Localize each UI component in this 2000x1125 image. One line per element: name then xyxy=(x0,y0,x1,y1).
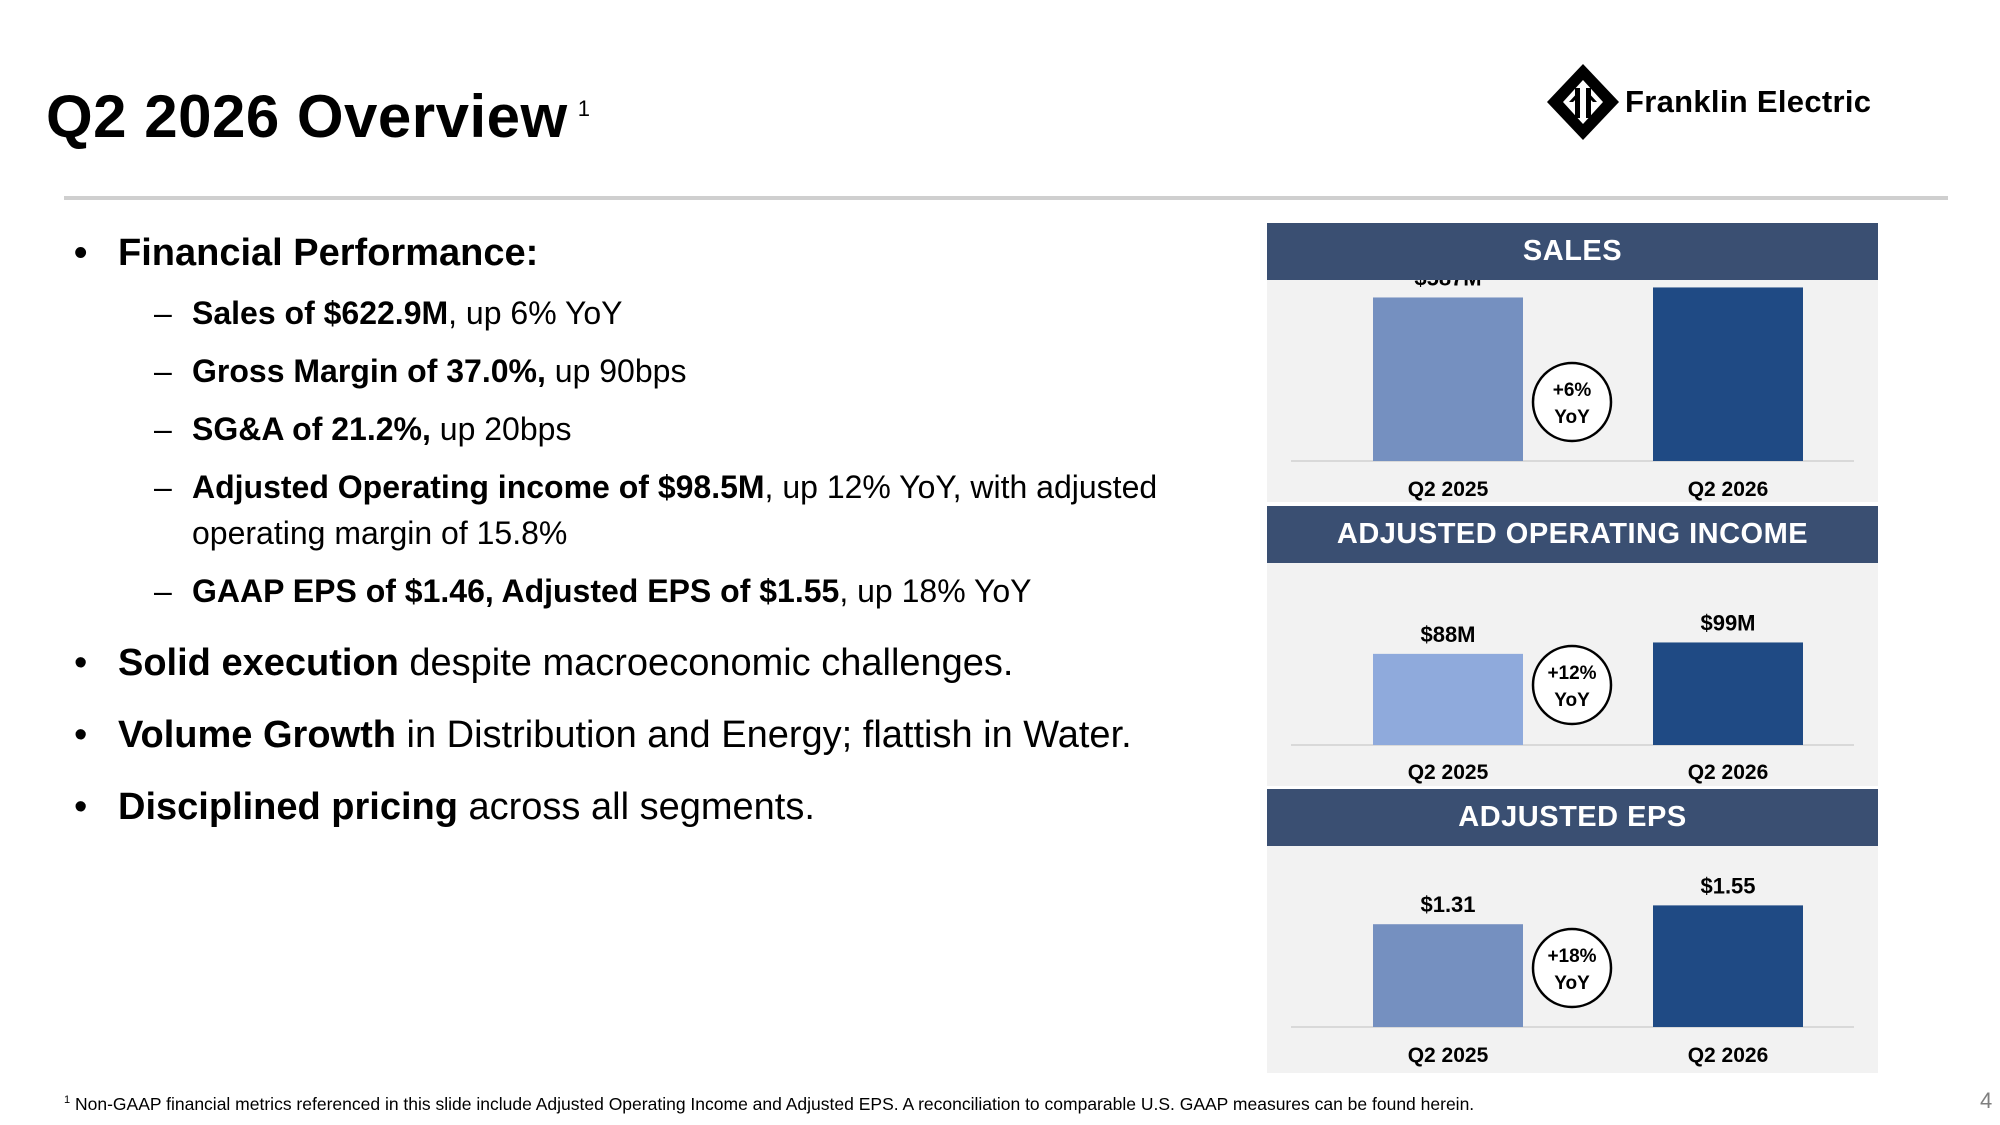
adjusted-eps-chart: $1.31 Q2 2025 $1.55 Q2 2026 +18% YoY xyxy=(1291,873,1854,1067)
header-divider xyxy=(64,196,1948,200)
bullet-list: Financial Performance: Sales of $622.9M,… xyxy=(74,230,1254,830)
yoy-badge-text: +6% xyxy=(1553,380,1592,401)
sub-bullet-sales: Sales of $622.9M, up 6% YoY xyxy=(74,290,1254,336)
footnote: 1 Non-GAAP financial metrics referenced … xyxy=(64,1094,1475,1114)
bar-q2-2025 xyxy=(1373,653,1523,745)
data-label: $1.31 xyxy=(1420,892,1475,917)
yoy-growth-badge xyxy=(1531,361,1613,443)
category-label: Q2 2026 xyxy=(1688,761,1769,784)
yoy-badge-text: YoY xyxy=(1554,690,1590,711)
sales-panel: SALES $587MQ2 2025$623MQ2 2026+6%YoY xyxy=(1267,223,1878,502)
logo-text: Franklin Electric xyxy=(1625,84,1872,119)
adjusted-operating-income-panel-title: ADJUSTED OPERATING INCOME xyxy=(1267,506,1878,563)
company-logo: Franklin Electric xyxy=(1545,62,1935,142)
category-label: Q2 2025 xyxy=(1408,761,1489,784)
sub-bullet-gross-margin: Gross Margin of 37.0%, up 90bps xyxy=(74,348,1254,394)
bar-q2-2025 xyxy=(1373,297,1523,461)
data-label: $587M xyxy=(1414,280,1481,290)
yoy-badge-text: +18% xyxy=(1547,946,1596,967)
adjusted-operating-income-chart: $88M Q2 2025 $99M Q2 2026 +12% YoY xyxy=(1291,610,1854,784)
bullet-volume-growth: Volume Growth in Distribution and Energy… xyxy=(74,712,1254,758)
yoy-badge-text: YoY xyxy=(1554,973,1590,994)
sub-bullet-eps: GAAP EPS of $1.46, Adjusted EPS of $1.55… xyxy=(74,568,1254,614)
yoy-growth-badge xyxy=(1531,927,1613,1009)
yoy-badge-text: +12% xyxy=(1547,663,1596,684)
yoy-growth-badge xyxy=(1531,644,1613,726)
category-label: Q2 2025 xyxy=(1408,478,1489,501)
bar-q2-2026 xyxy=(1653,642,1803,745)
adjusted-eps-panel: ADJUSTED EPS $1.31 Q2 2025 $1.55 Q2 2026 +18… xyxy=(1267,789,1878,1073)
bar-q2-2026 xyxy=(1653,905,1803,1027)
category-label: Q2 2026 xyxy=(1688,1044,1769,1067)
bullet-disciplined-pricing: Disciplined pricing across all segments. xyxy=(74,784,1254,830)
title-footnote-marker: 1 xyxy=(577,96,591,121)
sub-bullet-adjusted-operating-income: Adjusted Operating income of $98.5M, up … xyxy=(74,464,1254,556)
yoy-badge-text: YoY xyxy=(1554,407,1590,428)
data-label: $1.55 xyxy=(1700,873,1755,898)
page-title: Q2 2026 Overview 1 xyxy=(46,83,591,150)
data-label: $88M xyxy=(1420,622,1475,647)
sales-chart: $587MQ2 2025$623MQ2 2026+6%YoY xyxy=(1291,280,1854,501)
category-label: Q2 2025 xyxy=(1408,1044,1489,1067)
bullet-solid-execution: Solid execution despite macroeconomic ch… xyxy=(74,640,1254,686)
category-label: Q2 2026 xyxy=(1688,478,1769,501)
franklin-electric-logo-icon xyxy=(1547,64,1619,140)
page-number: 4 xyxy=(1980,1088,1993,1113)
adjusted-eps-panel-title: ADJUSTED EPS xyxy=(1267,789,1878,846)
data-label: $99M xyxy=(1700,610,1755,635)
adjusted-operating-income-panel: ADJUSTED OPERATING INCOME $88M Q2 2025 $99… xyxy=(1267,506,1878,786)
sub-bullet-sga: SG&A of 21.2%, up 20bps xyxy=(74,406,1254,452)
bar-q2-2025 xyxy=(1373,924,1523,1027)
sales-panel-title: SALES xyxy=(1267,223,1878,280)
bar-q2-2026 xyxy=(1653,287,1803,461)
bullet-financial-performance: Financial Performance: xyxy=(74,230,1254,276)
